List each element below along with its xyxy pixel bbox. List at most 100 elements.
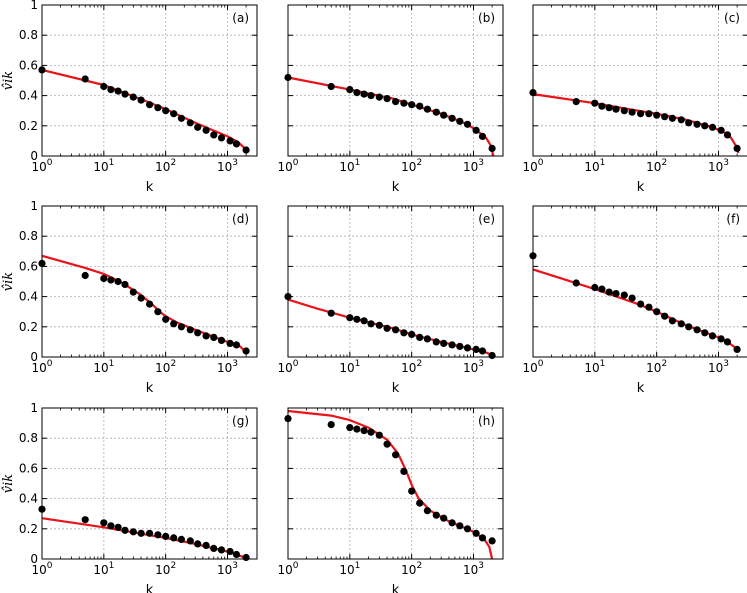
data-point bbox=[186, 537, 194, 545]
y-tick-label: 1 bbox=[30, 401, 38, 415]
data-point bbox=[456, 117, 464, 125]
x-tick-label: 103 bbox=[463, 561, 484, 577]
x-tick-label: 100 bbox=[277, 359, 298, 375]
data-point bbox=[81, 75, 89, 83]
data-point bbox=[375, 321, 383, 329]
data-point bbox=[645, 110, 653, 118]
data-point bbox=[701, 329, 709, 337]
data-point bbox=[693, 326, 701, 334]
fit-curve bbox=[287, 409, 494, 560]
data-point bbox=[242, 146, 250, 154]
data-point bbox=[232, 341, 241, 349]
data-point bbox=[400, 99, 408, 107]
data-point bbox=[367, 320, 375, 328]
data-point bbox=[677, 116, 685, 124]
panel-tag: (e) bbox=[478, 212, 495, 226]
data-point bbox=[346, 424, 354, 432]
data-point bbox=[353, 425, 361, 433]
data-point bbox=[170, 534, 178, 542]
y-tick-label: 0.8 bbox=[19, 431, 38, 445]
data-point bbox=[432, 108, 440, 116]
data-point bbox=[129, 528, 137, 536]
x-axis-label: k bbox=[146, 180, 154, 195]
data-point bbox=[360, 90, 368, 98]
data-point bbox=[186, 326, 194, 334]
y-tick-label: 0.6 bbox=[19, 461, 38, 475]
data-point bbox=[327, 82, 335, 91]
y-tick-label: 0 bbox=[30, 149, 38, 163]
y-axis-label: v̂ik bbox=[1, 474, 16, 494]
data-point bbox=[129, 288, 137, 296]
data-point bbox=[598, 285, 606, 293]
data-point bbox=[202, 126, 210, 134]
data-point bbox=[232, 550, 241, 559]
data-point bbox=[408, 101, 416, 109]
data-point bbox=[400, 467, 408, 475]
gridlines bbox=[533, 206, 747, 357]
data-point bbox=[154, 104, 162, 112]
data-point bbox=[154, 531, 162, 539]
x-tick-label: 103 bbox=[217, 359, 238, 375]
x-tick-label: 101 bbox=[584, 158, 605, 174]
x-tick-label: 103 bbox=[708, 359, 729, 375]
y-tick-label: 0.4 bbox=[19, 89, 38, 103]
data-point bbox=[81, 516, 89, 524]
data-point bbox=[242, 347, 250, 355]
axes-frame bbox=[41, 407, 258, 560]
data-point bbox=[456, 522, 464, 530]
panel-a: 100 101 102 103 k 0 0.2 0.4 0.6 0.8 1 v̂ik (a) bbox=[1, 0, 258, 195]
x-tick-label: 101 bbox=[93, 158, 114, 174]
data-point bbox=[472, 126, 480, 134]
data-point bbox=[226, 137, 234, 145]
x-axis-label: k bbox=[392, 180, 400, 195]
data-point bbox=[478, 132, 487, 140]
data-point bbox=[217, 336, 226, 344]
data-point bbox=[81, 271, 89, 280]
data-point bbox=[137, 96, 145, 104]
data-point bbox=[210, 544, 218, 553]
data-point bbox=[733, 144, 741, 152]
data-point bbox=[408, 487, 416, 495]
data-point bbox=[478, 534, 487, 542]
y-tick-label: 0 bbox=[30, 552, 38, 566]
data-point bbox=[154, 308, 162, 316]
data-point bbox=[723, 131, 732, 139]
y-tick-label: 0.2 bbox=[19, 320, 38, 334]
panel-g: 100 101 102 103 k 0 0.2 0.4 0.6 0.8 1 v̂ik (g) bbox=[1, 401, 258, 593]
data-point bbox=[416, 499, 424, 507]
x-tick-label: 102 bbox=[401, 561, 422, 577]
data-point bbox=[129, 93, 137, 101]
x-tick-label: 102 bbox=[401, 158, 422, 174]
data-point bbox=[432, 511, 440, 519]
data-point bbox=[121, 526, 129, 534]
data-point bbox=[416, 102, 424, 110]
data-point bbox=[327, 309, 335, 317]
data-point bbox=[194, 540, 202, 548]
y-tick-label: 0 bbox=[30, 350, 38, 364]
data-point bbox=[121, 280, 129, 289]
x-tick-label: 103 bbox=[708, 158, 729, 174]
x-tick-label: 101 bbox=[93, 359, 114, 375]
data-point bbox=[456, 342, 464, 350]
data-point bbox=[226, 547, 234, 556]
x-tick-label: 103 bbox=[217, 158, 238, 174]
data-point bbox=[353, 89, 361, 97]
data-point bbox=[423, 105, 431, 113]
panel-tag: (h) bbox=[478, 414, 495, 428]
data-point bbox=[693, 120, 701, 128]
data-point bbox=[448, 114, 456, 122]
panel-c: 100 101 102 103 k (c) bbox=[522, 4, 747, 195]
x-tick-label: 100 bbox=[522, 158, 543, 174]
data-point bbox=[217, 134, 226, 142]
x-tick-label: 102 bbox=[646, 359, 667, 375]
data-point bbox=[121, 90, 129, 98]
data-point bbox=[661, 312, 669, 320]
panel-tag: (c) bbox=[724, 11, 740, 25]
data-point bbox=[202, 541, 210, 550]
data-point bbox=[440, 339, 448, 347]
panel-b: 100 101 102 103 k (b) bbox=[277, 4, 504, 195]
data-point bbox=[612, 105, 620, 113]
x-tick-label: 102 bbox=[155, 359, 176, 375]
data-point bbox=[360, 427, 368, 435]
